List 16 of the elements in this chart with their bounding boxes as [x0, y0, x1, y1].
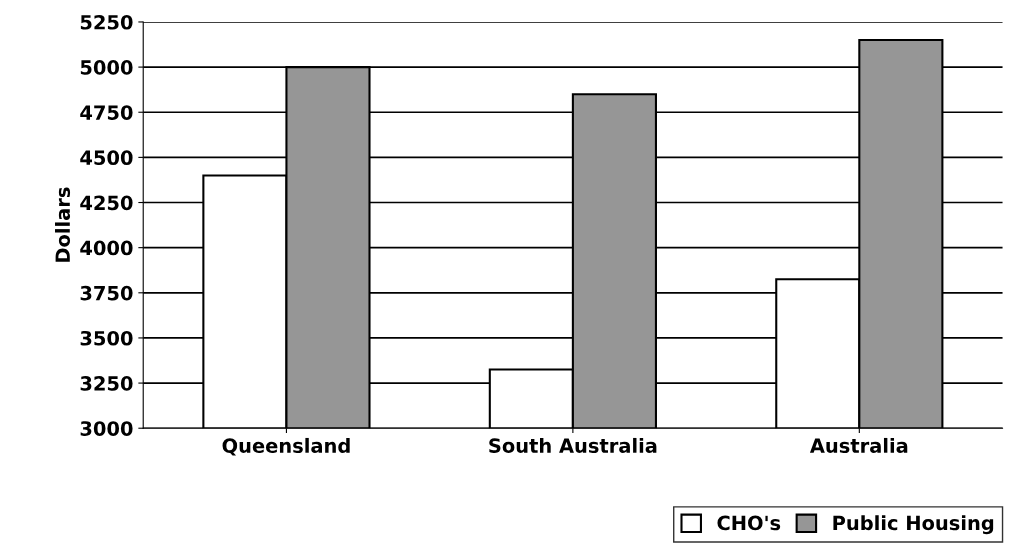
y-tick-label: 3750: [80, 285, 133, 301]
y-tick-label: 3250: [80, 376, 133, 391]
y-tick-label: 4750: [80, 105, 133, 120]
legend-label: Public Housing: [833, 515, 994, 535]
y-tick-label: 5250: [80, 14, 133, 30]
x-tick-label: Queensland: [222, 437, 350, 456]
legend-label: CHO's: [717, 515, 781, 531]
y-tick-label: 3000: [80, 421, 133, 436]
y-tick-label: 5000: [80, 60, 133, 75]
y-tick-label: 4250: [80, 195, 133, 211]
x-tick-label: Australia: [809, 437, 908, 453]
y-axis-title: Dollars: [55, 187, 71, 262]
y-tick-label: 3500: [80, 330, 133, 346]
y-tick-label: 4000: [80, 240, 133, 256]
x-tick-label: South Australia: [489, 437, 657, 453]
y-tick-label: 4500: [80, 150, 133, 166]
